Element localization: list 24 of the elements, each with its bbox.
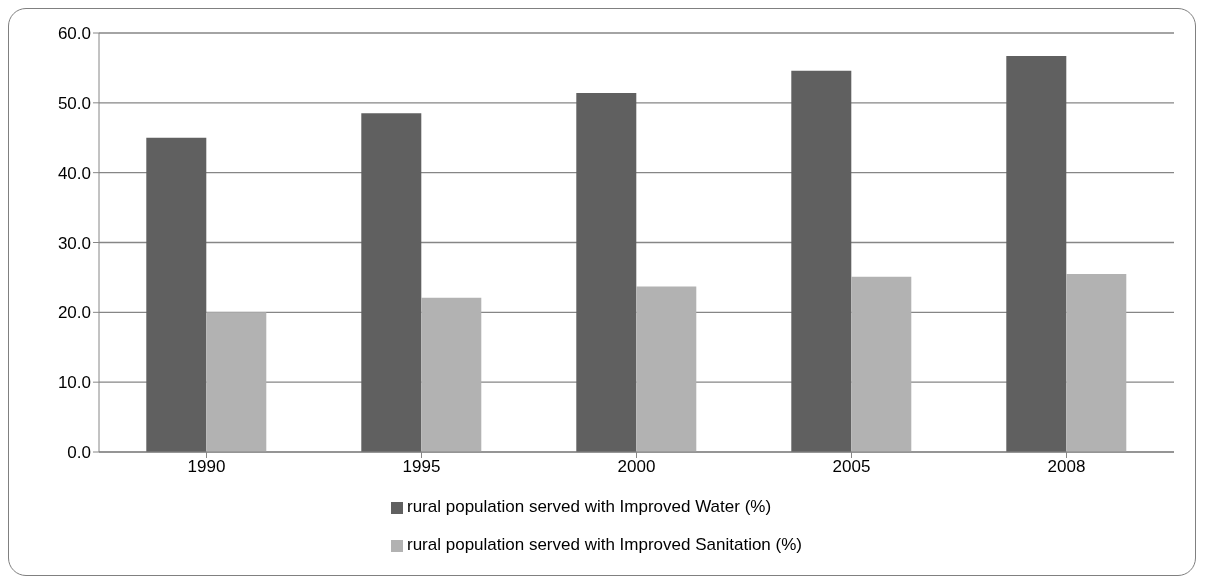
y-tick-label: 30.0 [57,233,91,253]
bar [851,276,912,452]
x-tick-label: 2008 [1047,457,1086,477]
bar [421,297,482,452]
bar [1006,56,1067,452]
legend-label: rural population served with Improved Sanitation (%) [407,535,802,554]
x-tick-label: 1990 [187,457,226,477]
y-tick-label: 50.0 [57,93,91,113]
y-tick-label: 60.0 [57,24,91,44]
x-tick-label: 1995 [402,457,441,477]
bar [1066,273,1127,452]
y-tick-label: 40.0 [57,163,91,183]
y-tick-label: 20.0 [57,303,91,323]
bar [361,113,422,452]
bar [146,137,207,452]
bar [576,93,637,452]
bar [206,312,267,452]
y-tick-label: 0.0 [67,443,91,463]
legend-label: rural population served with Improved Water (%) [407,497,772,516]
x-tick-label: 2005 [832,457,871,477]
bar [636,286,697,452]
bar [791,70,852,452]
x-tick-label: 2000 [617,457,656,477]
y-tick-label: 10.0 [57,373,91,393]
